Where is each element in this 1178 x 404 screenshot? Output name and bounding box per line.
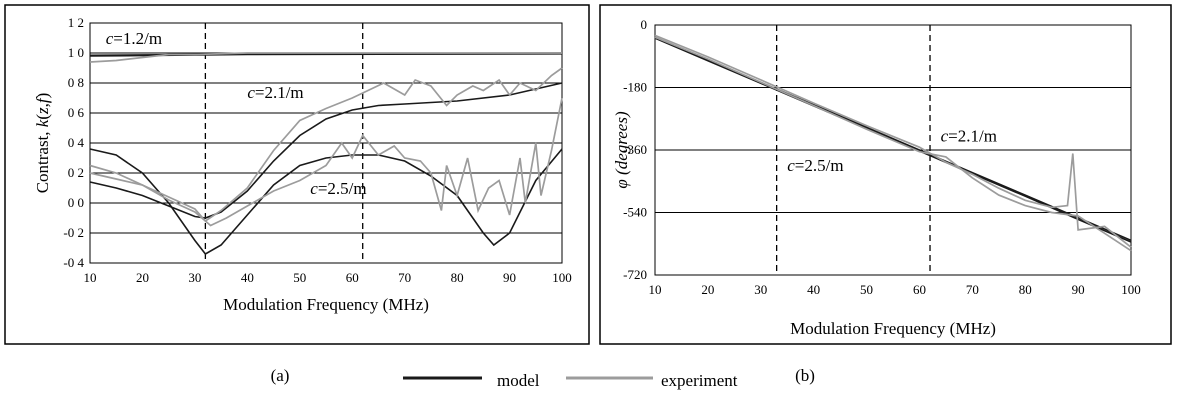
series-annotation: c=1.2/m [106, 29, 162, 48]
x-tick-label: 80 [1019, 282, 1032, 297]
model-series-line [89, 82, 563, 219]
panel-label-a: (a) [271, 366, 290, 385]
experiment-series-line [89, 67, 563, 223]
y-tick-label: 0 2 [68, 165, 84, 180]
chart-panel-b: 0-180-360-540-720 10 20 30 40 50 60 70 80 90 100 … [599, 4, 1172, 345]
panel-a-x-axis-label: Modulation Frequency (MHz) [223, 295, 429, 314]
x-tick-label: 30 [188, 270, 201, 285]
panel-a-series [89, 52, 563, 256]
y-tick-label: 0 8 [68, 75, 84, 90]
x-tick-label: 70 [966, 282, 979, 297]
panel-b-x-tick-labels: 10 20 30 40 50 60 70 80 90 100 [649, 282, 1141, 297]
experiment-series-line [89, 52, 562, 63]
x-tick-label: 100 [1121, 282, 1141, 297]
x-tick-label: 50 [293, 270, 306, 285]
y-tick-label: 0 6 [68, 105, 85, 120]
x-tick-label: 100 [552, 270, 572, 285]
x-tick-label: 20 [136, 270, 149, 285]
x-tick-label: 40 [807, 282, 820, 297]
panel-b-y-tick-labels: 0 -180 -360 -540 -720 [623, 17, 647, 282]
experiment-series-line [654, 34, 1132, 248]
x-tick-label: 40 [241, 270, 254, 285]
panel-b-y-axis-label: φ (degrees) [612, 111, 631, 189]
y-tick-label: 0 4 [68, 135, 85, 150]
panel-a-vertical-markers [204, 23, 364, 263]
panel-b-x-axis-label: Modulation Frequency (MHz) [790, 319, 996, 338]
x-tick-label: 10 [84, 270, 97, 285]
panel-a-annotations: c=1.2/m c=2.1/m c=2.5/m [106, 29, 367, 198]
legend-model-label: model [497, 371, 540, 390]
chart-panel-a: 1 2 1 0 0 8 0 6 0 4 0 2 0 0 -0 2 -0 4 10 20 30 40 50… [4, 4, 590, 345]
y-tick-label: -540 [623, 205, 647, 220]
series-annotation: c=2.1/m [247, 83, 303, 102]
x-tick-label: 90 [1072, 282, 1085, 297]
model-series-line [89, 53, 563, 57]
series-annotation: c=2.5/m [310, 179, 366, 198]
panel-a-x-tick-labels: 10 20 30 40 50 60 70 80 90 100 [84, 270, 572, 285]
y-tick-label: -720 [623, 267, 647, 282]
y-tick-label: 0 0 [68, 195, 84, 210]
panel-b-vertical-markers [775, 25, 931, 275]
panel-b-frame [599, 4, 1172, 345]
panel-b-gridlines [655, 24, 1131, 276]
x-tick-label: 60 [346, 270, 359, 285]
experiment-series-line [89, 97, 563, 227]
model-series-line [89, 148, 563, 256]
panel-b-series [654, 34, 1132, 252]
experiment-series-line [654, 36, 1132, 252]
y-tick-label: 1 0 [68, 45, 84, 60]
series-annotation: c=2.5/m [787, 156, 843, 175]
figure-footer: (a) model experiment (b) [271, 366, 815, 390]
panel-a-frame [4, 4, 590, 345]
x-tick-label: 80 [451, 270, 464, 285]
panel-a-y-tick-labels: 1 2 1 0 0 8 0 6 0 4 0 2 0 0 -0 2 -0 4 [63, 15, 84, 270]
y-tick-label: -0 4 [63, 255, 84, 270]
x-tick-label: 30 [754, 282, 767, 297]
y-tick-label: -180 [623, 80, 647, 95]
legend-experiment-label: experiment [661, 371, 738, 390]
x-tick-label: 70 [398, 270, 411, 285]
x-tick-label: 50 [860, 282, 873, 297]
panel-b-annotations: c=2.1/m c=2.5/m [787, 126, 997, 175]
x-tick-label: 10 [649, 282, 662, 297]
panel-label-b: (b) [795, 366, 815, 385]
y-tick-label: -0 2 [63, 225, 84, 240]
x-tick-label: 60 [913, 282, 926, 297]
panel-a-y-axis-label: Contrast, k(z,f) [33, 93, 52, 194]
x-tick-label: 20 [701, 282, 714, 297]
series-annotation: c=2.1/m [941, 126, 997, 145]
y-tick-label: -360 [623, 142, 647, 157]
y-tick-label: 1 2 [68, 15, 84, 30]
panel-a-gridlines [90, 22, 562, 264]
x-tick-label: 90 [503, 270, 516, 285]
y-tick-label: 0 [641, 17, 648, 32]
